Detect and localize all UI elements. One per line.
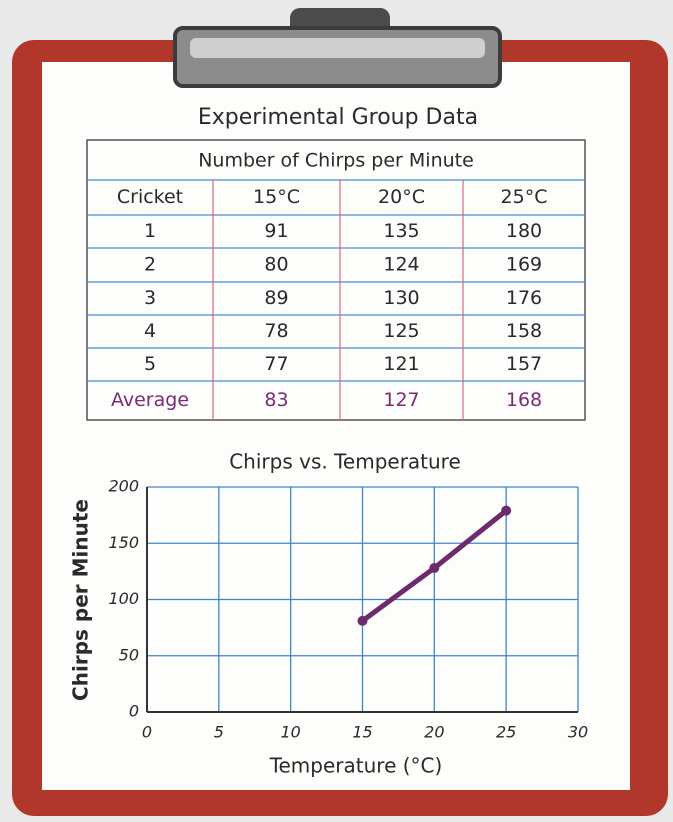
x-tick-label: 20 <box>424 723 444 742</box>
column-header: 25°C <box>501 186 548 208</box>
data-point <box>501 506 511 516</box>
y-tick-label: 50 <box>119 645 139 664</box>
column-header: 15°C <box>253 186 300 208</box>
table-cell: 91 <box>264 220 288 242</box>
y-tick-label: 100 <box>108 589 139 608</box>
table-cell: 89 <box>264 287 288 309</box>
table-cell: 78 <box>264 320 288 342</box>
x-tick-label: 25 <box>496 723 516 742</box>
table-cell: 4 <box>144 320 156 342</box>
table-cell: 124 <box>383 254 419 276</box>
average-cell: 83 <box>264 389 288 411</box>
table-cell: 158 <box>506 320 542 342</box>
table-cell: 125 <box>383 320 419 342</box>
table-cell: 80 <box>264 254 288 276</box>
table-cell: 1 <box>144 220 156 242</box>
table-cell: 180 <box>506 220 542 242</box>
table-title: Experimental Group Data <box>198 105 478 130</box>
table-cell: 121 <box>383 353 419 375</box>
table-cell: 2 <box>144 254 156 276</box>
data-point <box>429 563 439 573</box>
x-tick-label: 30 <box>568 723 588 742</box>
x-tick-label: 15 <box>352 723 372 742</box>
table-cell: 5 <box>144 353 156 375</box>
average-cell: 127 <box>383 389 419 411</box>
column-header: 20°C <box>378 186 425 208</box>
chart-title: Chirps vs. Temperature <box>229 450 461 474</box>
x-tick-label: 5 <box>214 723 224 742</box>
y-tick-label: 0 <box>129 702 139 721</box>
figure: Experimental Group Data Number of Chirps… <box>0 0 673 822</box>
table-cell: 169 <box>506 254 542 276</box>
table-cell: 77 <box>264 353 288 375</box>
average-cell: 168 <box>506 389 542 411</box>
table-cell: 3 <box>144 287 156 309</box>
x-axis-label: Temperature (°C) <box>269 754 443 778</box>
column-header: Cricket <box>117 186 183 208</box>
average-cell: Average <box>111 389 189 411</box>
data-point <box>358 616 368 626</box>
table-cell: 176 <box>506 287 542 309</box>
y-tick-label: 150 <box>108 533 139 552</box>
table-cell: 135 <box>383 220 419 242</box>
y-axis-label: Chirps per Minute <box>69 499 93 701</box>
table-caption: Number of Chirps per Minute <box>198 150 474 172</box>
clip-shine <box>190 38 485 58</box>
x-tick-label: 10 <box>280 723 300 742</box>
table-cell: 130 <box>383 287 419 309</box>
x-tick-label: 0 <box>142 723 152 742</box>
table-cell: 157 <box>506 353 542 375</box>
page: Experimental Group Data Number of Chirps… <box>0 0 673 822</box>
y-tick-label: 200 <box>108 477 139 496</box>
